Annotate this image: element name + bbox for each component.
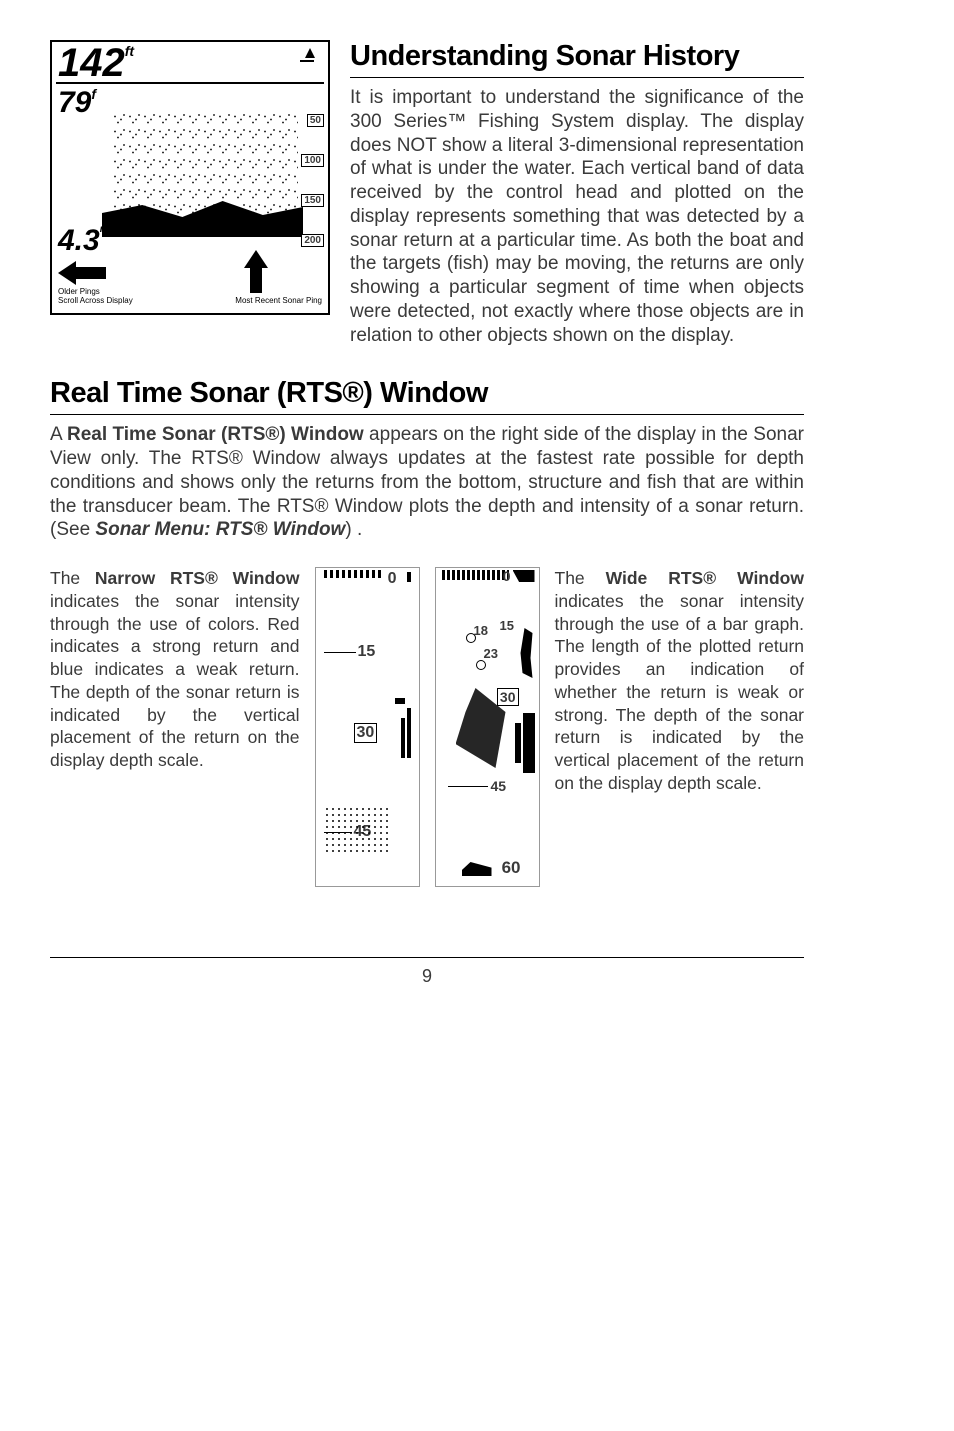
narrow-rts-window-image: 0 15 30 45 [315,567,420,887]
heading-sonar-history: Understanding Sonar History [350,40,804,73]
page-number: 9 [422,966,432,986]
wide-rts-window-image: 0 18 15 23 30 45 60 [435,567,540,887]
narrow-rts-text: The Narrow RTS® Window indicates the son… [50,567,300,772]
page-footer: 9 [50,957,804,987]
second-reading: 79f [58,86,96,120]
scale-200: 200 [301,234,324,247]
wide-rts-text: The Wide RTS® Window indicates the sonar… [555,567,805,795]
scale-50: 50 [307,114,324,127]
arrow-up-icon [244,250,268,293]
sonar-history-screenshot: 142ft 79f 4.3mph 50 100 150 200 Older Pi… [50,40,330,315]
caption-recent-ping: Most Recent Sonar Ping [235,297,322,306]
caption-older-pings: Older PingsScroll Across Display [58,288,133,306]
rts-intro: A Real Time Sonar (RTS®) Window appears … [50,423,804,542]
scale-100: 100 [301,154,324,167]
heading-rts-window: Real Time Sonar (RTS®) Window [50,377,804,410]
sonar-history-body: It is important to understand the signif… [350,86,804,347]
scale-150: 150 [301,194,324,207]
depth-reading: 142ft [58,46,134,80]
arrow-left-icon [58,261,106,285]
